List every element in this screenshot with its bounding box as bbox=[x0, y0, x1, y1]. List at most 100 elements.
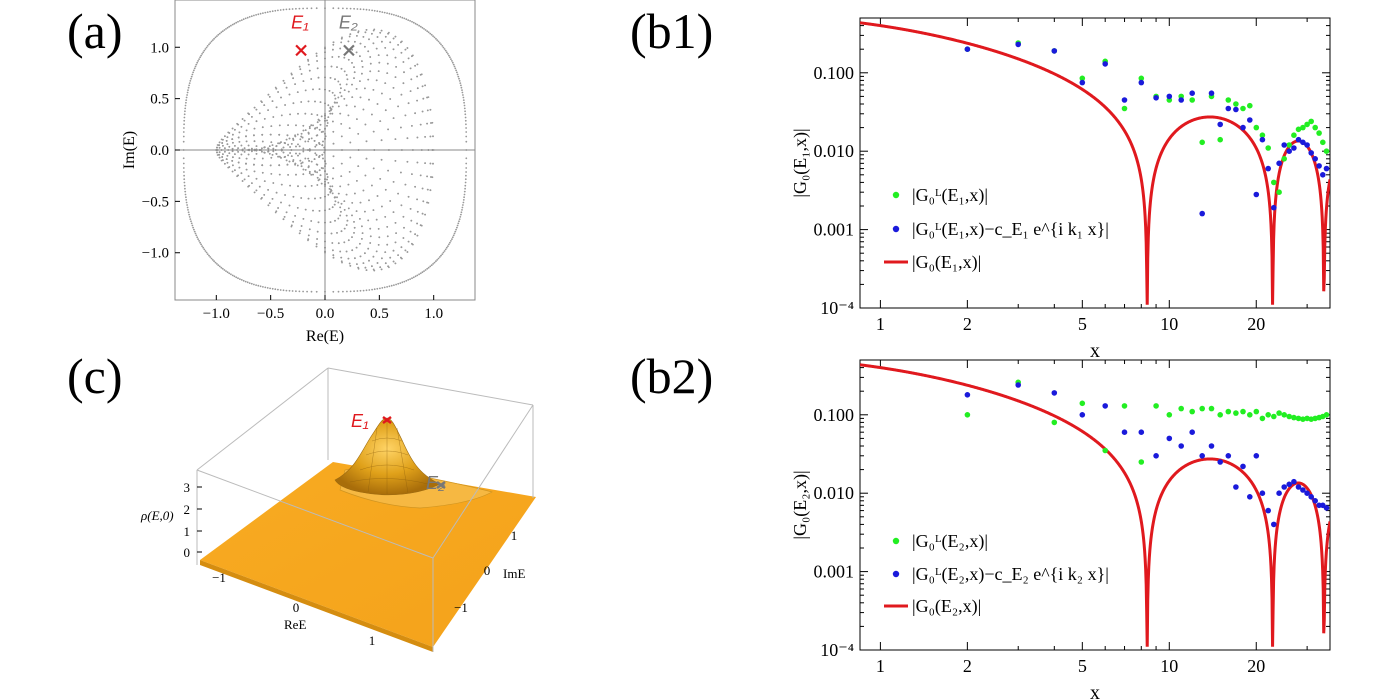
data-point bbox=[1208, 405, 1215, 412]
data-point bbox=[1153, 95, 1159, 101]
spectrum-point bbox=[322, 130, 324, 133]
spectrum-point bbox=[345, 104, 348, 107]
spectrum-point bbox=[289, 184, 291, 187]
spectrum-point bbox=[263, 180, 266, 183]
spectrum-point bbox=[353, 77, 355, 79]
ticks-b1: 1 2 5 10 20 0.100 0.010 0.001 10⁻⁴ bbox=[814, 17, 1330, 334]
spectrum-point bbox=[390, 284, 393, 287]
spectrum-point bbox=[315, 243, 318, 245]
spectrum-point bbox=[226, 26, 229, 29]
spectrum-point bbox=[291, 290, 294, 292]
spectrum-point bbox=[407, 57, 410, 60]
spectrum-point bbox=[245, 129, 248, 132]
spectrum-point bbox=[423, 270, 425, 272]
spectrum-point bbox=[429, 108, 432, 111]
spectrum-point bbox=[274, 9, 277, 12]
spectrum-point bbox=[225, 270, 227, 272]
spectrum-point bbox=[387, 32, 389, 35]
spectrum-point bbox=[294, 215, 296, 217]
spectrum-point bbox=[292, 220, 294, 223]
spectrum-point bbox=[264, 286, 267, 289]
spectrum-point bbox=[300, 197, 303, 199]
data-point bbox=[1304, 121, 1310, 128]
spectrum-point bbox=[343, 227, 346, 230]
legend-marker-blue bbox=[892, 570, 900, 578]
spectrum-point bbox=[271, 287, 274, 290]
spectrum-point bbox=[438, 42, 441, 44]
spectrum-point bbox=[359, 201, 362, 204]
spectrum-point bbox=[310, 220, 313, 222]
spectrum-point bbox=[308, 160, 310, 162]
data-point bbox=[1225, 97, 1232, 103]
series-green-b2 bbox=[964, 379, 1330, 465]
spectrum-point bbox=[255, 120, 258, 123]
spectrum-point bbox=[406, 251, 409, 253]
spectrum-point bbox=[191, 224, 194, 227]
data-point bbox=[1253, 408, 1260, 415]
spectrum-point bbox=[289, 113, 291, 116]
spectrum-point bbox=[340, 37, 343, 40]
spectrum-point bbox=[279, 289, 282, 291]
spectrum-point bbox=[369, 62, 372, 65]
spectrum-point bbox=[195, 63, 198, 66]
spectrum-point bbox=[339, 83, 342, 86]
spectrum-point bbox=[190, 220, 192, 223]
spectrum-point bbox=[394, 241, 397, 244]
spectrum-point bbox=[402, 215, 405, 218]
y-tick-label-a: −1.0 bbox=[142, 246, 169, 262]
spectrum-point bbox=[209, 256, 212, 258]
spectrum-point bbox=[183, 181, 186, 184]
spectrum-point bbox=[361, 232, 364, 235]
surface-marker-label: E₂ bbox=[426, 473, 445, 493]
spectrum-point bbox=[218, 144, 220, 147]
spectrum-point bbox=[387, 265, 389, 268]
spectrum-point bbox=[192, 71, 195, 74]
spectrum-point bbox=[456, 224, 459, 227]
spectrum-point bbox=[351, 249, 354, 252]
spectrum-point bbox=[285, 211, 288, 214]
spectrum-point bbox=[216, 154, 219, 156]
spectrum-point bbox=[279, 9, 282, 11]
spectrum-point bbox=[328, 188, 331, 190]
spectrum-point bbox=[397, 282, 400, 285]
spectrum-point bbox=[185, 99, 188, 101]
energy-marker-label: E₂ bbox=[339, 12, 358, 32]
spectrum-point bbox=[388, 285, 391, 288]
data-point bbox=[1295, 415, 1302, 422]
spectrum-point bbox=[268, 145, 271, 148]
spectrum-point bbox=[384, 47, 387, 49]
spectrum-point bbox=[226, 136, 229, 139]
data-point bbox=[1247, 117, 1253, 123]
spectrum-point bbox=[184, 190, 187, 193]
spectrum-point bbox=[232, 164, 234, 167]
spectrum-point bbox=[345, 214, 348, 217]
spectrum-point bbox=[351, 236, 353, 239]
spectrum-point bbox=[411, 277, 413, 280]
spectrum-point bbox=[199, 241, 202, 244]
spectrum-point bbox=[377, 54, 380, 56]
spectrum-point bbox=[402, 61, 405, 63]
spectrum-point bbox=[332, 290, 335, 293]
spectrum-point bbox=[440, 43, 442, 46]
spectrum-point bbox=[400, 51, 403, 54]
legend-b2: |G₀ᴸ(E₂,x)| |G₀ᴸ(E₂,x)−c_E₂ e^{i k₂ x}| … bbox=[884, 531, 1109, 617]
spectrum-point bbox=[332, 155, 335, 158]
spectrum-point bbox=[278, 155, 281, 158]
spectrum-point bbox=[349, 33, 352, 35]
spectrum-point bbox=[204, 48, 207, 50]
z-tick-label: 0 bbox=[184, 545, 191, 560]
spectrum-point bbox=[307, 100, 310, 103]
spectrum-point bbox=[376, 262, 379, 264]
spectrum-point bbox=[329, 221, 332, 224]
data-point bbox=[964, 412, 971, 418]
spectrum-point bbox=[214, 36, 217, 39]
spectrum-point bbox=[285, 8, 288, 11]
data-point bbox=[1199, 210, 1205, 217]
spectrum-point bbox=[331, 242, 334, 244]
spectrum-point bbox=[453, 232, 456, 235]
data-point bbox=[1276, 490, 1282, 497]
spectrum-point bbox=[456, 71, 458, 74]
spectrum-point bbox=[460, 84, 462, 87]
spectrum-point bbox=[247, 123, 250, 125]
